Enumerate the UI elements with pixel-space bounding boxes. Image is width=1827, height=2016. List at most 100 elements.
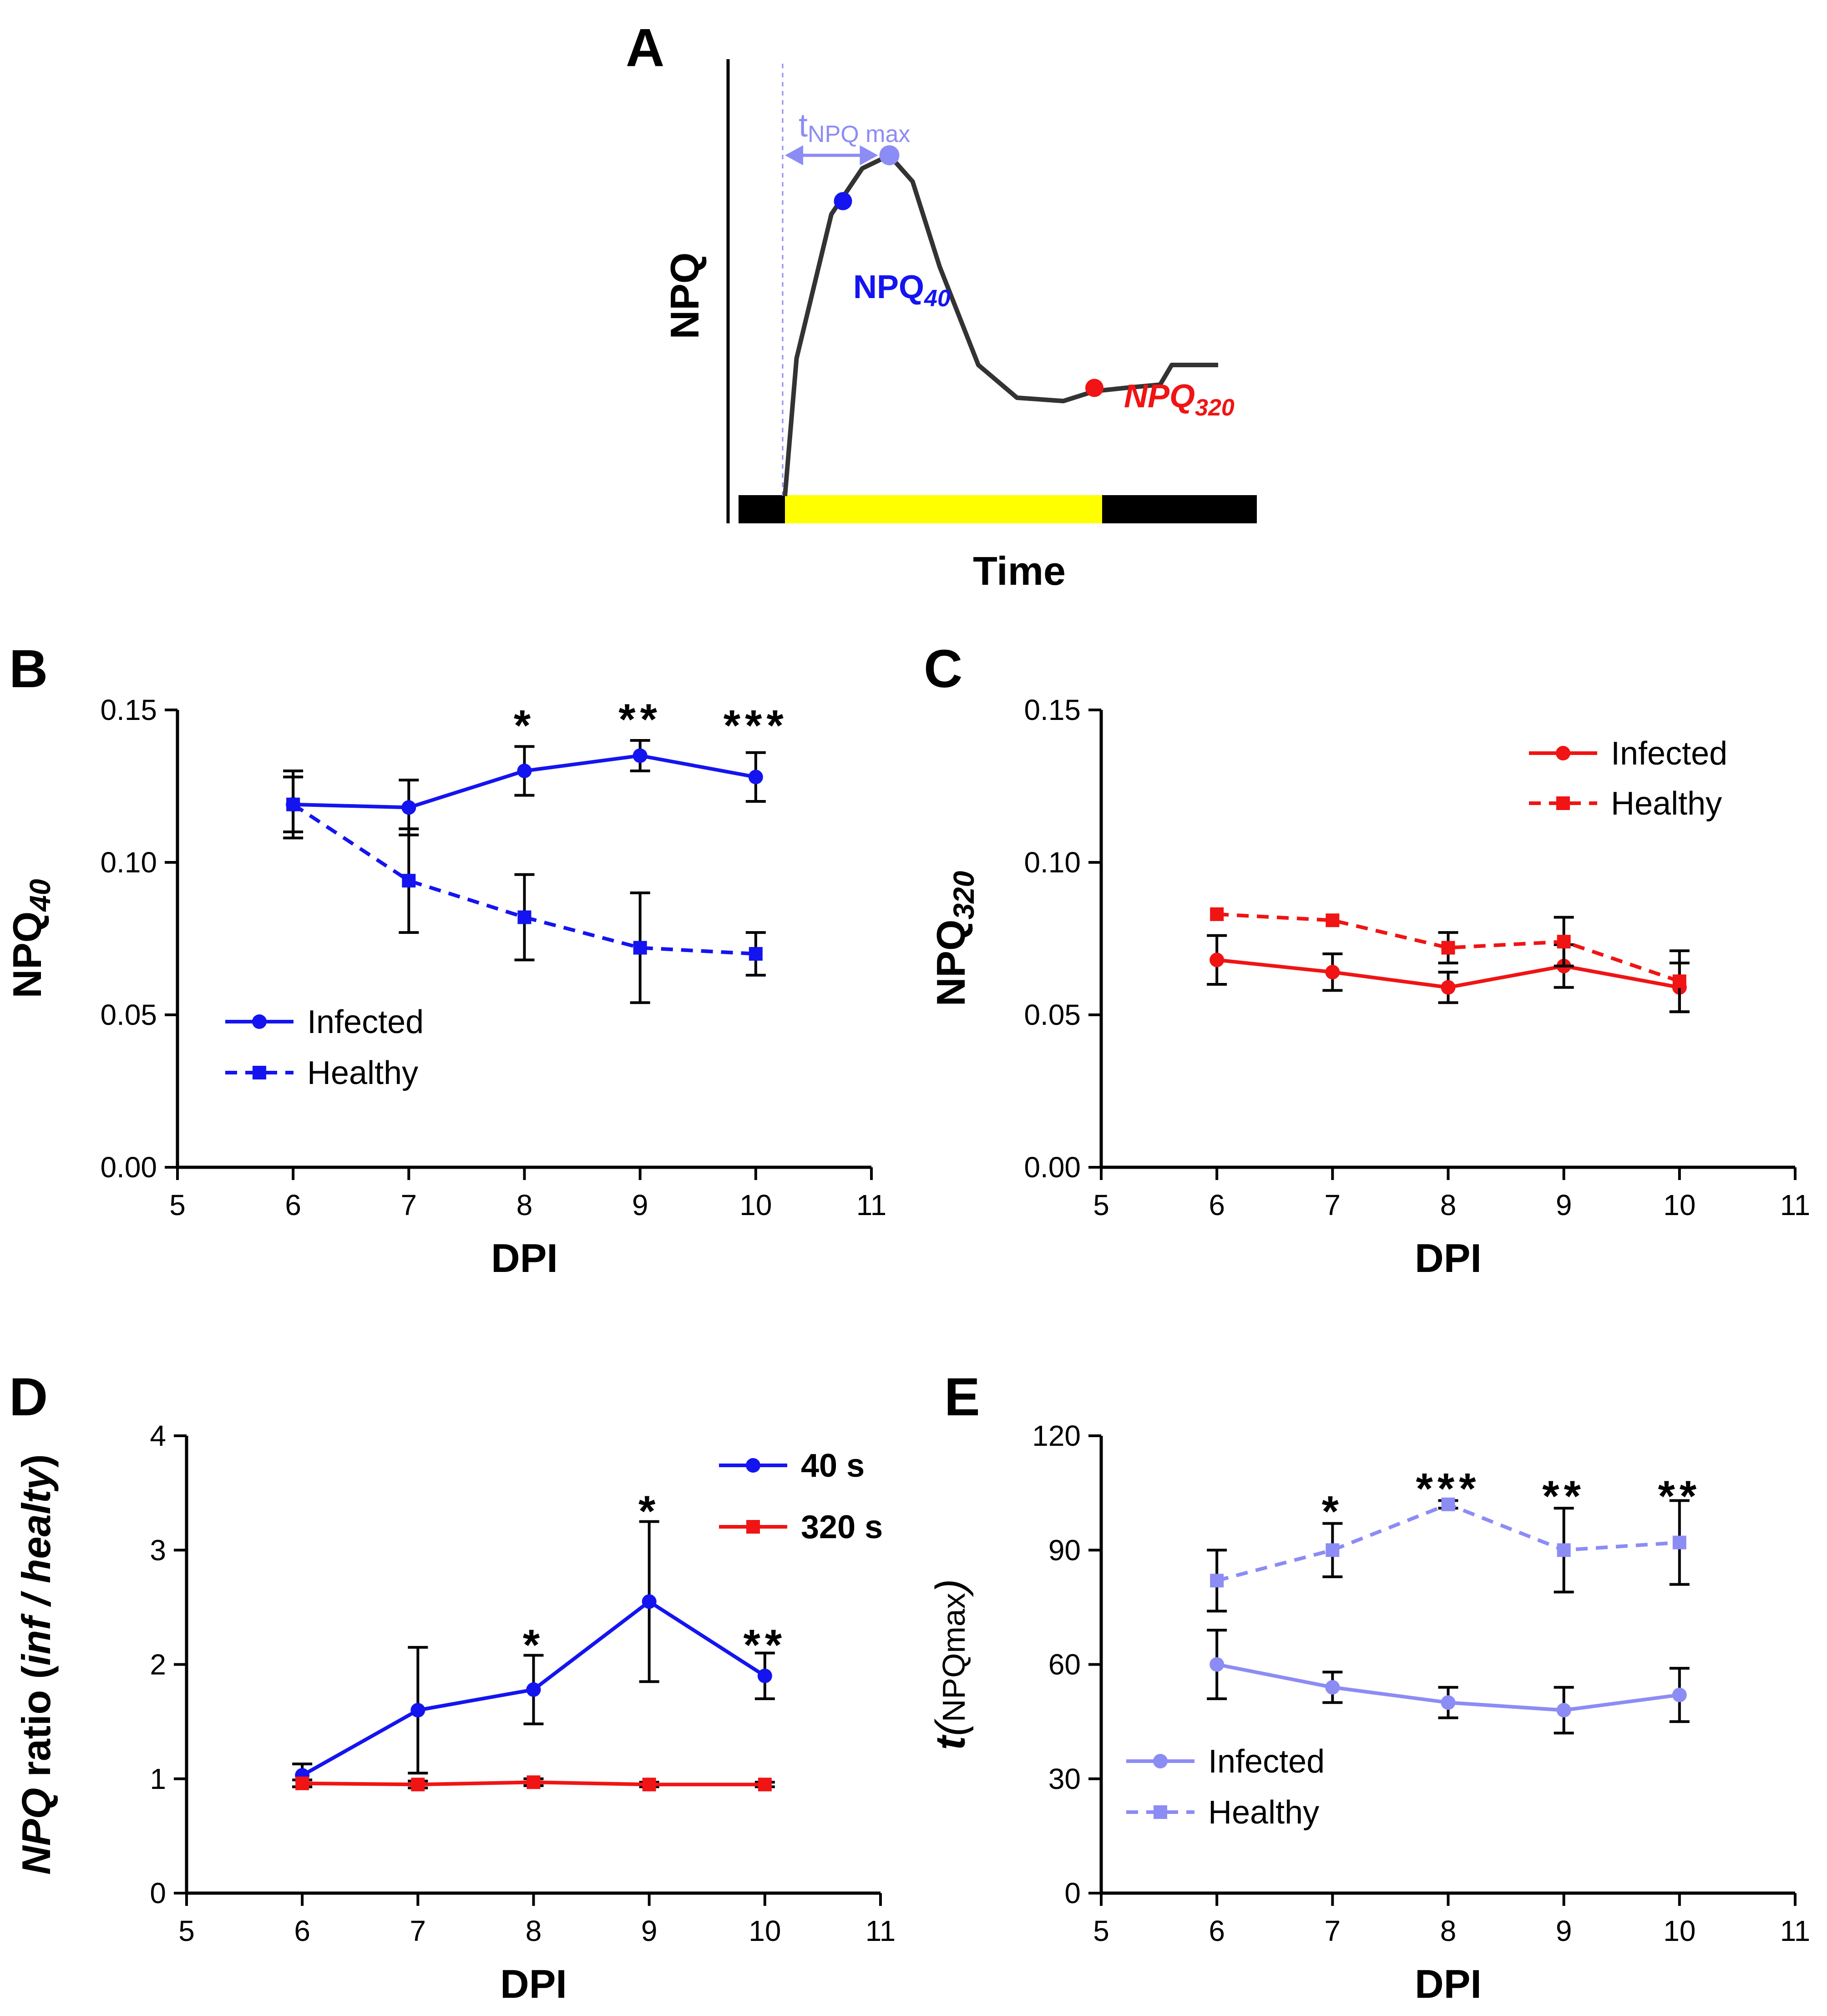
y-axis-title-npq: NPQ	[14, 1788, 59, 1875]
x-tick-label: 8	[516, 1189, 533, 1221]
npq40-label: NPQ40	[853, 269, 951, 312]
legend-marker	[746, 1520, 760, 1534]
panel-letter-e: E	[944, 1367, 980, 1427]
y-axis-title-sub: 40	[24, 879, 56, 912]
significance-marker: ***	[1416, 1464, 1480, 1513]
npq320-label: NPQ320	[1124, 378, 1235, 421]
data-point	[758, 1778, 772, 1792]
data-point	[526, 1682, 541, 1697]
y-tick-label: 0.05	[100, 998, 157, 1031]
y-axis-title-sub: 320	[947, 871, 980, 920]
npq320-point	[1085, 379, 1103, 397]
y-tick-label: 0	[1064, 1877, 1081, 1910]
x-tick-label: 5	[1093, 1915, 1109, 1947]
data-point	[1441, 1695, 1456, 1710]
y-axis-title-main: NPQ	[5, 912, 50, 998]
x-tick-label: 6	[285, 1189, 301, 1221]
data-point	[526, 1775, 541, 1789]
data-point	[1326, 1543, 1340, 1557]
data-point	[1672, 1687, 1687, 1702]
dark-period-bar	[739, 495, 785, 523]
x-tick-label: 5	[178, 1915, 195, 1947]
x-tick-label: 9	[632, 1189, 648, 1221]
legend-label: Healthy	[1208, 1794, 1319, 1831]
tnpq-max-label: tNPQ max	[799, 107, 910, 147]
x-axis-title: DPI	[491, 1236, 558, 1281]
y-tick-label: 120	[1032, 1419, 1081, 1452]
legend-marker	[252, 1014, 267, 1029]
y-tick-label: 30	[1048, 1763, 1081, 1795]
data-point	[1210, 907, 1224, 921]
arrow-head-right	[860, 145, 878, 166]
x-tick-label: 7	[401, 1189, 417, 1221]
legend-label: Infected	[1208, 1743, 1325, 1780]
x-tick-label: 8	[1440, 1915, 1457, 1947]
panel-letter-d: D	[9, 1367, 48, 1427]
significance-marker: *	[638, 1487, 660, 1535]
significance-marker: **	[743, 1621, 786, 1669]
npq40-point	[834, 192, 852, 210]
data-point	[1556, 1703, 1571, 1717]
panel-letter-b: B	[9, 639, 48, 699]
y-tick-label: 0.15	[100, 694, 157, 726]
legend-marker	[746, 1458, 760, 1473]
data-point	[748, 770, 763, 785]
data-point	[1672, 974, 1686, 988]
data-point	[1441, 980, 1456, 995]
panel-letter-a: A	[626, 18, 664, 78]
y-tick-label: 1	[150, 1763, 166, 1795]
data-point	[1557, 935, 1571, 949]
data-point	[1441, 1497, 1455, 1511]
significance-marker: *	[1322, 1487, 1343, 1536]
y-tick-label: 0.15	[1024, 694, 1081, 726]
x-tick-label: 11	[856, 1189, 886, 1221]
legend-marker	[1556, 746, 1570, 760]
series-line-healthy	[1216, 1502, 1680, 1583]
y-tick-label: 60	[1048, 1648, 1081, 1681]
x-axis-title: DPI	[500, 1961, 567, 2006]
y-tick-label: 0	[150, 1877, 166, 1910]
x-axis-title: DPI	[1415, 1236, 1482, 1281]
x-tick-label: 6	[1209, 1915, 1225, 1947]
y-axis-title-main: NPQ	[928, 920, 973, 1007]
y-tick-label: 0.10	[100, 846, 157, 879]
data-point	[410, 1703, 425, 1717]
data-point	[633, 941, 647, 955]
x-tick-label: 11	[865, 1915, 896, 1947]
legend-label: Healthy	[307, 1055, 418, 1091]
light-period-bar	[785, 495, 1102, 523]
x-tick-label: 10	[1663, 1915, 1695, 1947]
panel-letter-c: C	[924, 639, 962, 699]
x-tick-label: 9	[1556, 1189, 1572, 1221]
y-tick-label: 0.00	[1024, 1151, 1081, 1184]
y-tick-label: 90	[1048, 1534, 1081, 1566]
data-point	[402, 874, 416, 888]
y-tick-label: 0.05	[1024, 998, 1081, 1031]
significance-marker: *	[514, 701, 535, 750]
data-point	[642, 1778, 656, 1792]
dark-period-bar	[1102, 495, 1257, 523]
x-tick-label: 8	[526, 1915, 542, 1947]
data-point	[1325, 965, 1340, 980]
data-point	[642, 1594, 657, 1609]
y-axis-title-close: )	[14, 1454, 59, 1467]
data-point	[633, 748, 648, 763]
legend-label: Infected	[307, 1004, 424, 1040]
x-tick-label: 10	[1663, 1189, 1695, 1221]
y-tick-label: 3	[150, 1534, 166, 1566]
y-axis-title-sub: NPQmax	[936, 1593, 972, 1722]
y-axis-title: NPQ320	[928, 871, 980, 1006]
y-axis-title: NPQ ratio (inf / healty)	[14, 1454, 59, 1874]
data-point	[1210, 1574, 1224, 1588]
legend-label: 40 s	[801, 1448, 865, 1484]
x-tick-label: 6	[1209, 1189, 1225, 1221]
data-point	[401, 800, 416, 815]
data-point	[1210, 1657, 1225, 1672]
data-point	[757, 1668, 772, 1683]
y-tick-label: 4	[150, 1419, 166, 1452]
data-point	[1441, 941, 1455, 955]
data-point	[749, 947, 763, 961]
data-point	[517, 910, 531, 924]
